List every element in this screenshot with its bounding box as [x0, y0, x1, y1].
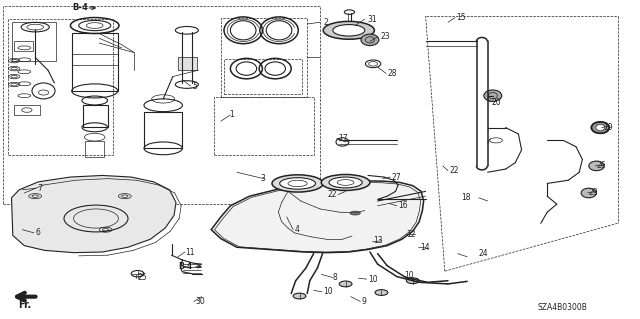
Text: 22: 22	[328, 190, 337, 199]
Text: 10: 10	[404, 271, 414, 280]
Ellipse shape	[339, 281, 352, 287]
Ellipse shape	[361, 34, 379, 46]
Ellipse shape	[333, 25, 365, 36]
Text: 4: 4	[294, 225, 300, 234]
Text: 26: 26	[596, 161, 606, 170]
Ellipse shape	[484, 90, 502, 101]
Bar	[3, 6, 320, 204]
Bar	[214, 97, 314, 155]
Ellipse shape	[321, 174, 370, 190]
Ellipse shape	[323, 21, 374, 39]
Text: 27: 27	[392, 173, 401, 182]
Bar	[83, 105, 108, 127]
Text: 6: 6	[35, 228, 40, 237]
Text: 20: 20	[492, 98, 501, 107]
Text: 1: 1	[229, 110, 234, 119]
Text: 14: 14	[420, 243, 429, 252]
Text: 13: 13	[373, 236, 383, 245]
Text: 22: 22	[449, 166, 459, 175]
Ellipse shape	[406, 278, 419, 284]
Polygon shape	[12, 175, 176, 253]
Ellipse shape	[280, 178, 316, 189]
Text: 2: 2	[323, 18, 328, 27]
Ellipse shape	[581, 188, 596, 198]
Text: 5: 5	[192, 82, 197, 91]
Ellipse shape	[596, 124, 605, 131]
Text: 23: 23	[380, 32, 390, 41]
Ellipse shape	[589, 161, 604, 171]
Text: B-4: B-4	[179, 262, 193, 271]
Bar	[144, 112, 182, 148]
Text: 7: 7	[37, 184, 42, 193]
Text: 12: 12	[406, 230, 416, 239]
Text: 28: 28	[388, 69, 397, 78]
Text: B-4: B-4	[72, 4, 88, 12]
Ellipse shape	[329, 177, 362, 188]
Text: 18: 18	[461, 193, 470, 202]
Text: 24: 24	[479, 249, 488, 258]
Text: 10: 10	[323, 287, 333, 296]
Text: 19: 19	[603, 123, 612, 132]
Ellipse shape	[293, 293, 306, 299]
Text: 16: 16	[398, 201, 408, 210]
Bar	[12, 22, 56, 61]
Text: Fr.: Fr.	[18, 300, 31, 310]
Bar	[72, 33, 118, 91]
Text: 15: 15	[456, 13, 466, 22]
Bar	[178, 57, 197, 70]
Bar	[224, 59, 302, 94]
Text: 9: 9	[362, 297, 367, 306]
Text: 30: 30	[195, 297, 205, 306]
Bar	[85, 141, 104, 157]
Text: 3: 3	[260, 174, 266, 183]
Text: 11: 11	[186, 248, 195, 256]
Bar	[14, 105, 40, 115]
Text: 10: 10	[368, 275, 378, 284]
Text: 29: 29	[589, 189, 598, 197]
Polygon shape	[211, 181, 424, 253]
Ellipse shape	[591, 122, 609, 133]
Text: 31: 31	[367, 15, 377, 24]
Text: 17: 17	[338, 134, 348, 143]
Bar	[8, 19, 113, 155]
Ellipse shape	[375, 290, 388, 295]
Bar	[221, 18, 307, 97]
Bar	[14, 41, 33, 51]
Text: 8: 8	[333, 273, 337, 282]
Text: 25: 25	[138, 273, 147, 282]
Ellipse shape	[350, 211, 360, 215]
Text: SZA4B0300B: SZA4B0300B	[538, 303, 588, 312]
Ellipse shape	[272, 175, 323, 192]
